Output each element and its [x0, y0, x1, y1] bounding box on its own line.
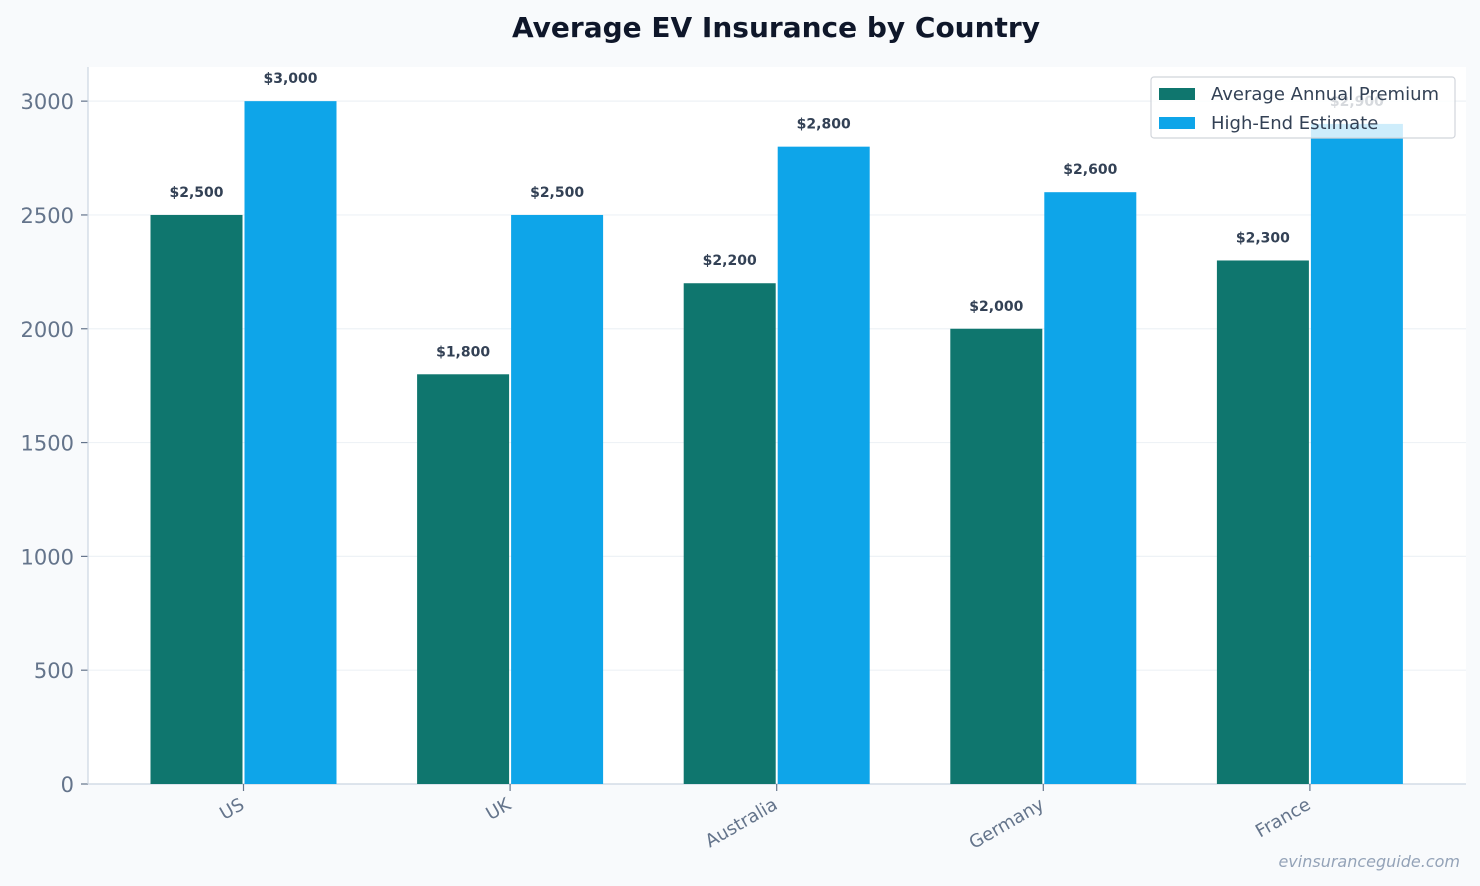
legend-swatch	[1159, 88, 1195, 100]
data-label: $2,600	[1063, 162, 1117, 178]
legend-swatch	[1159, 117, 1195, 129]
bar-average-germany	[950, 328, 1043, 784]
data-label: $2,300	[1236, 230, 1290, 246]
legend-label: High-End Estimate	[1211, 113, 1378, 134]
data-label: $1,800	[436, 344, 490, 360]
data-label: $3,000	[263, 71, 317, 87]
x-tick-label: US	[216, 794, 248, 824]
data-label: $2,500	[530, 185, 584, 201]
y-tick-label: 2500	[21, 204, 74, 228]
data-label: $2,200	[703, 253, 757, 269]
y-tick-label: 2000	[21, 318, 74, 342]
x-tick-label: France	[1252, 794, 1314, 842]
y-tick-label: 0	[61, 773, 74, 797]
x-tick-label: UK	[482, 794, 515, 825]
bar-high-end-australia	[777, 146, 870, 784]
x-tick-label: Australia	[702, 794, 781, 852]
y-tick-label: 1000	[21, 545, 74, 569]
data-label: $2,500	[169, 185, 223, 201]
y-tick-label: 1500	[21, 432, 74, 456]
watermark: evinsuranceguide.com	[1278, 852, 1460, 871]
bar-average-australia	[683, 283, 776, 784]
bar-high-end-us	[244, 101, 337, 784]
bar-high-end-germany	[1044, 192, 1137, 784]
y-tick-label: 3000	[21, 90, 74, 114]
bar-average-us	[150, 214, 243, 784]
bar-average-france	[1216, 260, 1309, 784]
chart-title: Average EV Insurance by Country	[512, 11, 1040, 44]
bar-average-uk	[417, 374, 510, 784]
bar-high-end-france	[1310, 123, 1403, 784]
bars	[150, 101, 1403, 784]
legend-label: Average Annual Premium	[1211, 84, 1439, 105]
data-label: $2,800	[797, 117, 851, 133]
legend: Average Annual Premium High-End Estimate	[1150, 76, 1456, 139]
data-label: $2,000	[969, 299, 1023, 315]
y-tick-label: 500	[34, 659, 74, 683]
x-tick-label: Germany	[966, 794, 1048, 854]
legend-box	[1150, 76, 1456, 139]
bar-high-end-uk	[511, 214, 604, 784]
